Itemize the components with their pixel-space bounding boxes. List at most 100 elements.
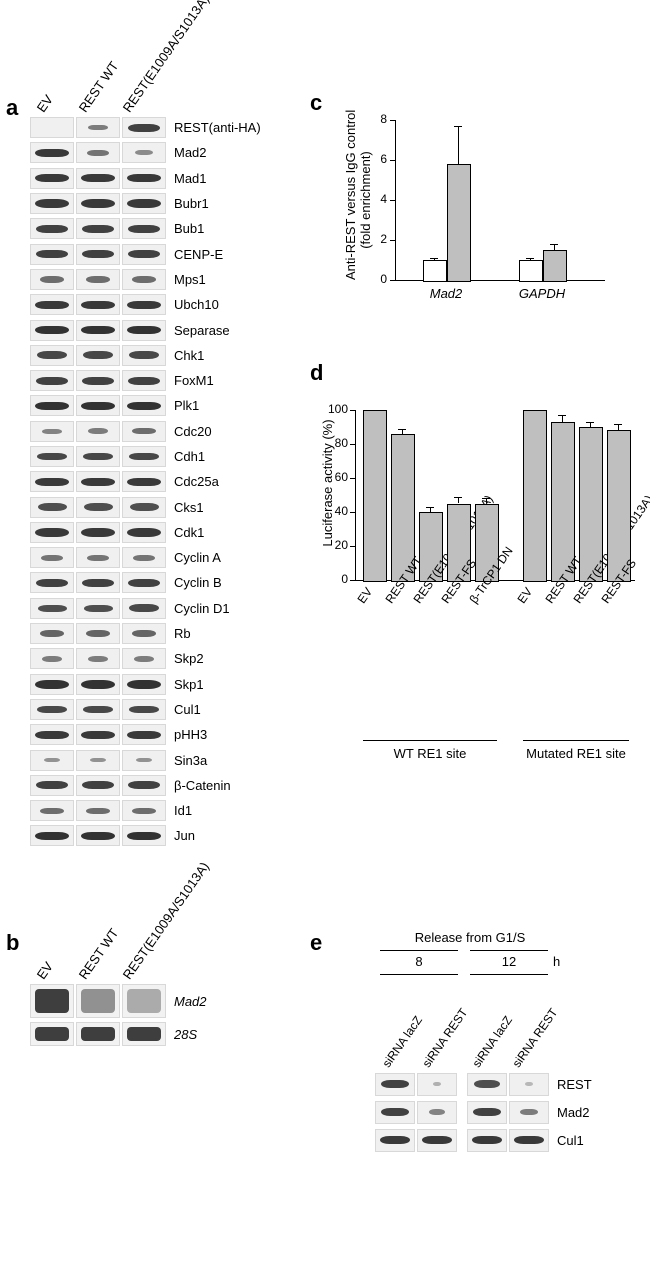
lane <box>30 395 74 416</box>
bar <box>423 260 447 282</box>
western-row: Cdh1 <box>30 444 310 469</box>
lane <box>76 117 120 138</box>
western-row: β-Catenin <box>30 773 310 798</box>
lane <box>122 825 166 846</box>
lane <box>122 142 166 163</box>
band <box>41 555 63 561</box>
row-label: Cks1 <box>174 500 204 515</box>
y-tick <box>350 512 355 513</box>
lane <box>76 320 120 341</box>
y-tick-label: 20 <box>323 538 348 552</box>
panel-a: EV REST WT REST(E1009A/S1013A) REST(anti… <box>30 20 310 849</box>
error-cap <box>586 422 594 423</box>
band <box>83 453 113 461</box>
band <box>127 680 162 689</box>
band <box>88 428 109 434</box>
row-label: Mad2 <box>557 1105 590 1120</box>
band <box>35 478 68 486</box>
band <box>36 579 68 587</box>
lane <box>76 572 120 593</box>
band <box>129 351 159 359</box>
band <box>82 781 114 789</box>
lane <box>30 117 74 138</box>
lane <box>122 699 166 720</box>
western-row: Cyclin A <box>30 545 310 570</box>
lane <box>467 1073 507 1096</box>
western-row: Id1 <box>30 798 310 823</box>
panel-e: Release from G1/S 8 12 h siRNA lacZ siRN… <box>335 930 625 1210</box>
western-row: Cks1 <box>30 494 310 519</box>
lane <box>76 623 120 644</box>
group-label: Mutated RE1 site <box>523 746 629 761</box>
lane <box>76 471 120 492</box>
panel-e-tp-12: 12 <box>470 954 548 969</box>
panel-e-title: Release from G1/S <box>375 930 565 945</box>
lane <box>30 244 74 265</box>
lane <box>30 547 74 568</box>
row-label: Mad1 <box>174 171 207 186</box>
band <box>134 656 155 662</box>
band <box>473 1108 501 1116</box>
lane <box>122 345 166 366</box>
lane <box>76 294 120 315</box>
panel-e-label: e <box>310 930 322 956</box>
row-label: REST(anti-HA) <box>174 120 261 135</box>
band <box>90 758 106 763</box>
lane <box>76 648 120 669</box>
y-tick-label: 40 <box>323 504 348 518</box>
western-row: Jun <box>30 823 310 848</box>
lane <box>30 984 74 1018</box>
y-tick-label: 60 <box>323 470 348 484</box>
bar <box>447 164 471 282</box>
band <box>82 579 114 587</box>
lane <box>122 421 166 442</box>
panel-b-lane-ev: EV <box>34 959 56 982</box>
lane <box>76 142 120 163</box>
band <box>82 225 114 233</box>
lane <box>30 825 74 846</box>
panel-e-line2-8 <box>380 974 458 975</box>
row-label: Sin3a <box>174 753 207 768</box>
band <box>35 149 68 157</box>
band <box>83 351 113 359</box>
band <box>44 758 60 763</box>
band <box>130 503 159 511</box>
lane <box>30 193 74 214</box>
smear <box>81 1027 115 1041</box>
western-row: Separase <box>30 317 310 342</box>
lane <box>122 547 166 568</box>
y-tick-label: 80 <box>323 436 348 450</box>
panel-c-chart: Anti-REST versus IgG control(fold enrich… <box>335 110 625 320</box>
lane <box>509 1101 549 1124</box>
western-row: Skp1 <box>30 672 310 697</box>
western-row: Chk1 <box>30 343 310 368</box>
panel-e-line2-12 <box>470 974 548 975</box>
lane <box>76 984 120 1018</box>
western-row: Ubch10 <box>30 292 310 317</box>
row-label: CENP-E <box>174 247 223 262</box>
band <box>81 326 116 335</box>
error-cap <box>454 497 462 498</box>
row-label: Mad2 <box>174 994 207 1009</box>
x-group-label: Mad2 <box>413 286 479 301</box>
lane <box>122 648 166 669</box>
western-row: FoxM1 <box>30 368 310 393</box>
lane <box>122 775 166 796</box>
band <box>36 377 68 385</box>
western-row: Cdc25a <box>30 469 310 494</box>
western-row: Bub1 <box>30 216 310 241</box>
lane <box>122 193 166 214</box>
error-cap <box>550 244 558 245</box>
panel-a-lane-ev: EV <box>34 92 56 115</box>
western-row: Bubr1 <box>30 191 310 216</box>
band <box>433 1082 442 1086</box>
band <box>87 150 109 156</box>
panel-d-label: d <box>310 360 323 386</box>
band <box>381 1080 409 1088</box>
lane <box>122 572 166 593</box>
error-cap <box>454 126 462 127</box>
y-tick <box>350 580 355 581</box>
lane <box>76 370 120 391</box>
panel-a-lane-wt: REST WT <box>76 59 122 115</box>
band <box>135 150 153 155</box>
